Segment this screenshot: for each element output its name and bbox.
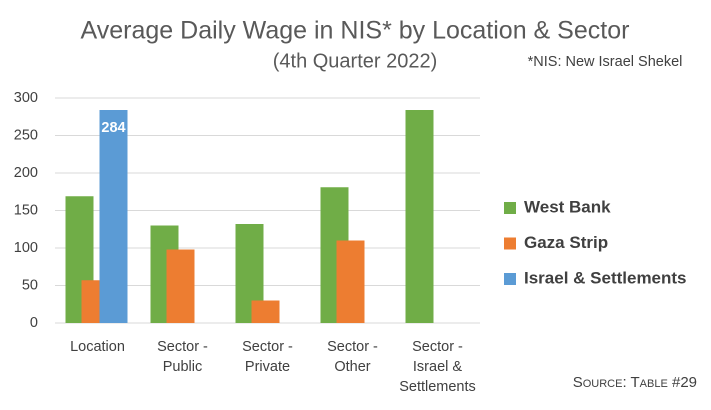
bar [405, 110, 434, 323]
y-tick-label: 200 [14, 165, 38, 181]
legend-label: Gaza Strip [524, 233, 608, 252]
bar [99, 110, 128, 323]
x-tick-label: Sector - Public [157, 339, 208, 375]
bar [336, 240, 365, 323]
legend-swatch [504, 273, 516, 285]
chart-subtitle: (4th Quarter 2022) [273, 50, 438, 72]
x-tick-label: Location [70, 339, 125, 355]
chart-title: Average Daily Wage in NIS* by Location &… [81, 17, 630, 45]
y-tick-label: 150 [14, 202, 38, 218]
bar [251, 300, 280, 323]
legend-swatch [504, 237, 516, 250]
y-tick-label: 100 [14, 240, 38, 256]
legend-label: Israel & Settlements [524, 268, 687, 287]
bar [166, 249, 195, 323]
x-tick-label: Sector - Israel & Settlements [399, 339, 476, 395]
data-label: 284 [101, 120, 125, 136]
y-tick-label: 300 [14, 90, 38, 106]
y-tick-label: 250 [14, 127, 38, 143]
legend-swatch [504, 202, 516, 214]
x-tick-label: Sector - Private [242, 339, 293, 375]
y-tick-label: 50 [22, 277, 38, 293]
legend-label: West Bank [524, 197, 611, 216]
y-tick-label: 0 [30, 315, 38, 331]
source-note: Source: Table #29 [572, 374, 697, 391]
annotation: *NIS: New Israel Shekel [528, 54, 683, 70]
x-tick-label: Sector - Other [327, 339, 378, 375]
